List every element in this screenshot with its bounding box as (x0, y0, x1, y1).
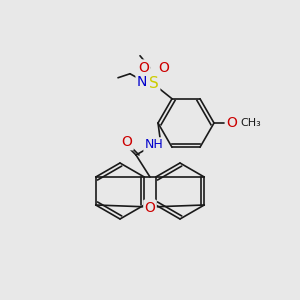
Text: CH₃: CH₃ (240, 118, 261, 128)
Text: O: O (122, 135, 132, 149)
Text: O: O (159, 61, 170, 75)
Text: O: O (226, 116, 237, 130)
Text: O: O (139, 61, 149, 75)
Text: N: N (137, 75, 147, 89)
Text: S: S (149, 76, 159, 91)
Text: O: O (145, 201, 155, 215)
Text: NH: NH (145, 139, 164, 152)
